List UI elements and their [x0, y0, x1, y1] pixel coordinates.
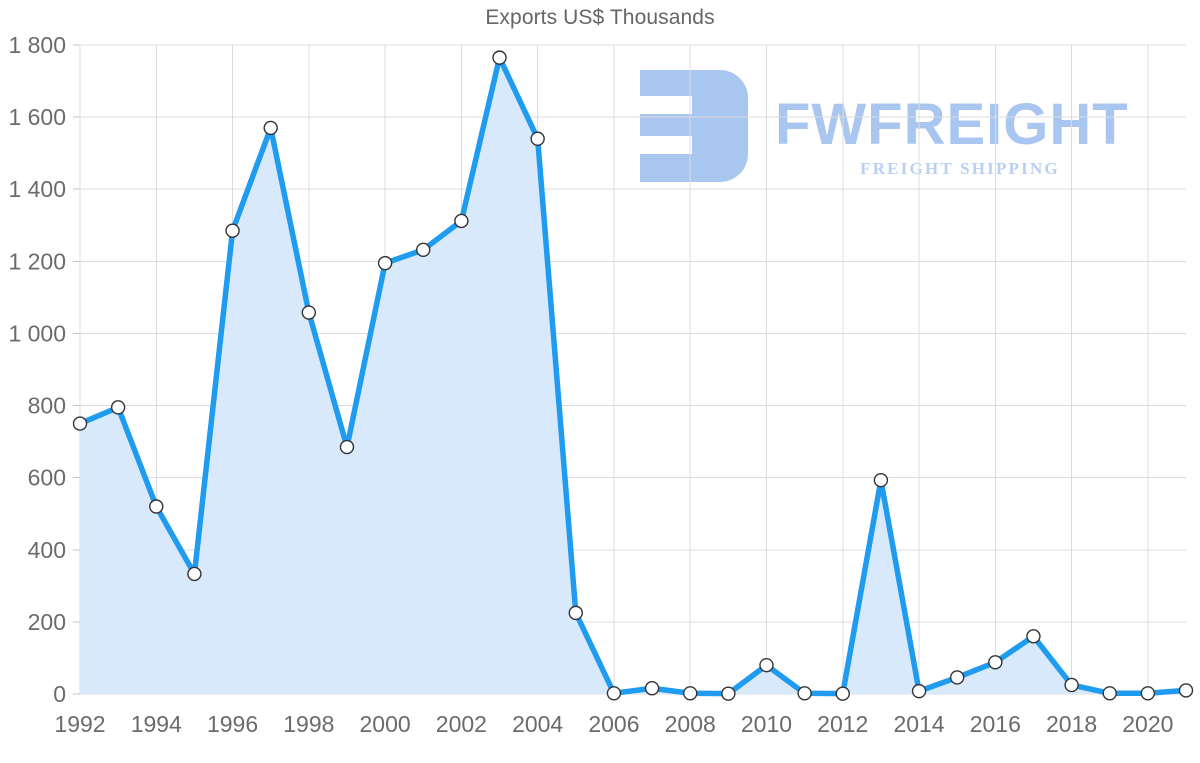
- chart-title: Exports US$ Thousands: [485, 6, 715, 29]
- data-point-marker[interactable]: 1995: 333: [187, 566, 202, 582]
- data-point-marker[interactable]: 1998: 1058: [301, 305, 317, 320]
- watermark: FWFREIGHT FREIGHT SHIPPING: [640, 70, 1129, 182]
- data-point-marker[interactable]: 2007: 16: [644, 681, 660, 696]
- data-point-marker[interactable]: 2017: 160: [1026, 629, 1041, 644]
- y-axis-tick-label: 200: [28, 609, 66, 635]
- data-point-marker[interactable]: 1999: 685: [339, 439, 355, 455]
- x-axis-tick-label: 2014: [893, 711, 944, 737]
- data-point-marker[interactable]: 1994: 520: [149, 499, 164, 514]
- data-point-marker[interactable]: 2000: 1195: [377, 255, 393, 271]
- data-point-marker[interactable]: 2009: 1: [721, 686, 736, 701]
- data-point-marker[interactable]: 2018: 25: [1064, 677, 1079, 693]
- x-axis-tick-label: 2012: [817, 711, 868, 737]
- data-markers: 1992: 750 1993: 795 1994: 520 1995: 333 1996…: [72, 50, 1194, 701]
- x-axis-tick-label: 2020: [1122, 711, 1173, 737]
- x-axis-tick-label: 2008: [665, 711, 716, 737]
- x-axis-tick-labels: 1992 1994 1996 1998 2000 2002 2004 2006 2008 2010…: [54, 711, 1173, 737]
- data-point-marker[interactable]: 2005: 225: [568, 605, 583, 621]
- data-point-marker[interactable]: 1993: 795: [110, 400, 126, 415]
- data-point-marker[interactable]: 2015: 46: [949, 670, 965, 685]
- data-point-marker[interactable]: 2002: 1312: [454, 213, 469, 229]
- data-point-marker[interactable]: 2010: 80: [759, 657, 774, 673]
- y-axis-tick-label: 600: [28, 465, 66, 491]
- x-axis-tick-label: 2016: [970, 711, 1021, 737]
- data-point-marker[interactable]: 2014: 8: [911, 683, 927, 699]
- data-point-marker[interactable]: 2008: 2: [683, 686, 698, 701]
- data-point-marker[interactable]: 2019: 2: [1102, 686, 1117, 701]
- data-point-marker[interactable]: 2006: 2: [606, 686, 622, 701]
- x-axis-tick-label: 1994: [131, 711, 182, 737]
- data-point-marker[interactable]: 2004: 1540: [530, 131, 545, 146]
- data-point-marker[interactable]: 2012: 1: [835, 686, 850, 701]
- y-axis-tick-label: 400: [28, 537, 66, 563]
- y-axis-tick-label: 1 000: [8, 320, 66, 346]
- y-axis-tick-label: 1 200: [8, 248, 66, 274]
- data-point-marker[interactable]: 1997: 1570: [263, 120, 278, 136]
- y-axis-tick-label: 1 400: [8, 176, 66, 202]
- data-point-marker[interactable]: 2020: 2: [1140, 686, 1156, 701]
- y-axis-tick-label: 1 800: [8, 32, 66, 58]
- y-axis-tick-label: 800: [28, 393, 66, 419]
- y-axis-tick-label: 0: [53, 681, 66, 707]
- y-axis-tick-label: 1 600: [8, 104, 66, 130]
- watermark-tagline: FREIGHT SHIPPING: [860, 159, 1060, 178]
- x-axis-tick-label: 2010: [741, 711, 792, 737]
- data-point-marker[interactable]: 2011: 2: [797, 686, 812, 701]
- data-point-marker[interactable]: 1996: 1285: [225, 223, 240, 238]
- watermark-brand: FWFREIGHT: [775, 92, 1129, 157]
- data-point-marker[interactable]: 2021: 10: [1178, 683, 1194, 698]
- x-axis-tick-label: 2018: [1046, 711, 1097, 737]
- x-axis-tick-label: 2002: [436, 711, 487, 737]
- x-axis-tick-label: 2004: [512, 711, 563, 737]
- x-axis-tick-label: 1996: [207, 711, 258, 737]
- fwfreight-logo-mark: [640, 70, 748, 182]
- x-axis-tick-label: 1992: [54, 711, 105, 737]
- data-point-marker[interactable]: 1992: 750: [72, 416, 88, 431]
- y-axis-tick-labels: 0 200 400 600 800 1 000 1 200 1 400 1 600 1 800: [8, 32, 80, 707]
- area-fill: [80, 57, 1186, 694]
- x-axis-tick-label: 2000: [360, 711, 411, 737]
- x-axis-tick-label: 2006: [588, 711, 639, 737]
- data-point-marker[interactable]: 2003: 1765: [492, 50, 507, 65]
- data-line: [77, 54, 1189, 697]
- data-point-marker[interactable]: 2016: 88: [988, 655, 1003, 670]
- data-point-marker[interactable]: 2013: 593: [873, 472, 889, 488]
- x-axis-tick-label: 1998: [283, 711, 334, 737]
